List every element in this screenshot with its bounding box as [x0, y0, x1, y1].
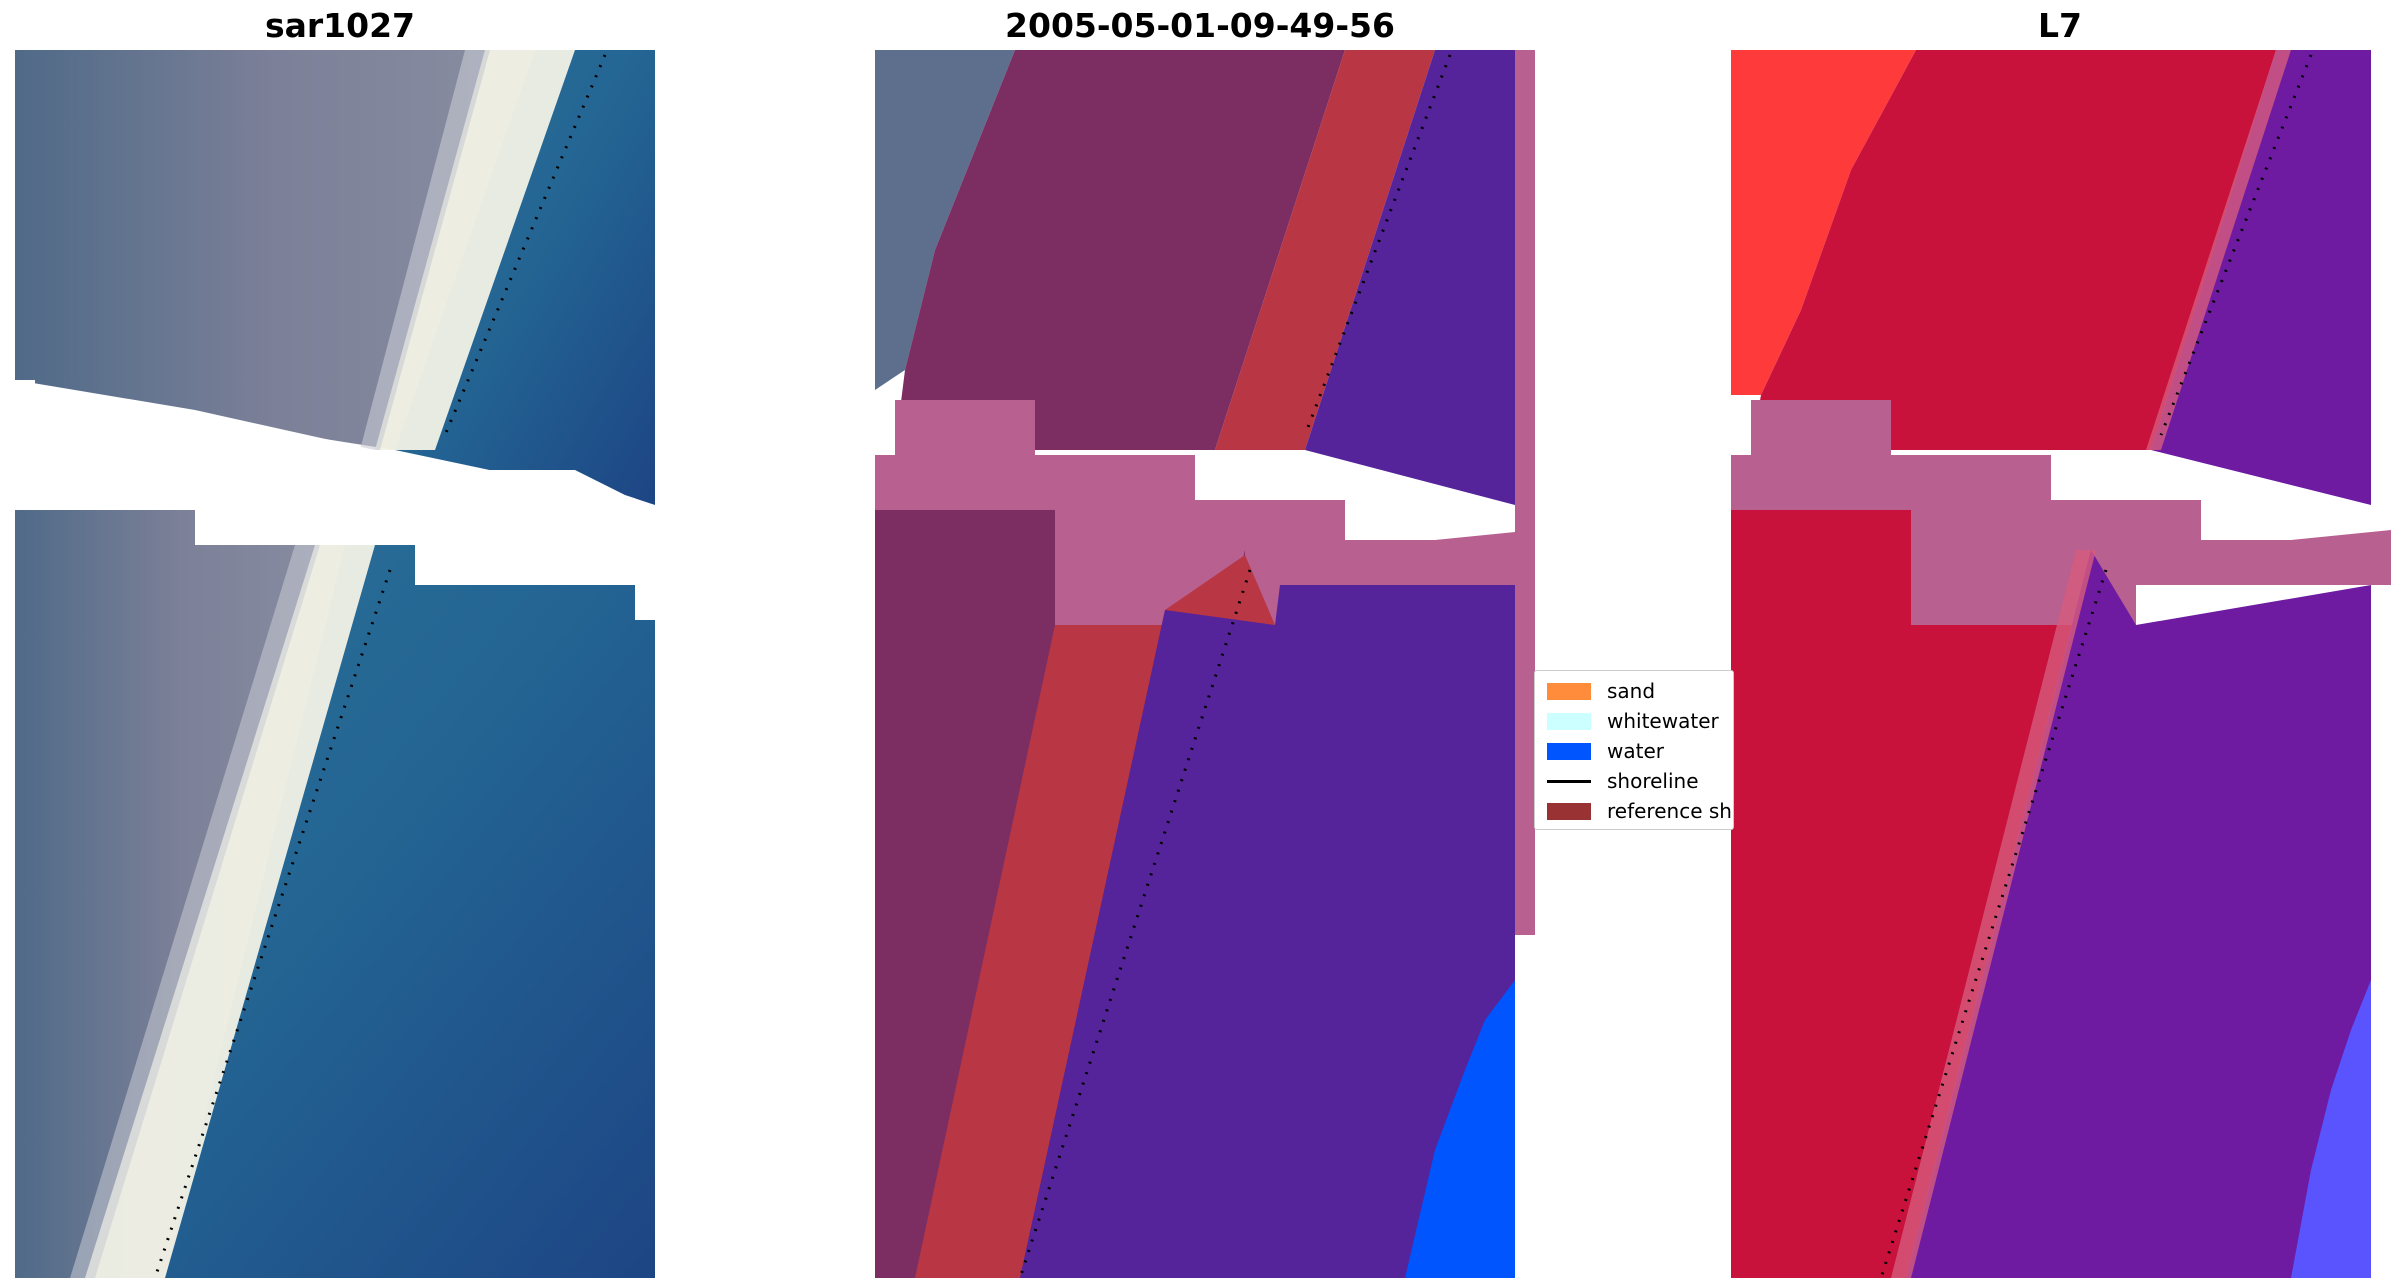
- legend-item-shoreline: shoreline: [1547, 769, 1699, 793]
- legend-item-water: water: [1547, 739, 1664, 763]
- rgb-satellite-image: [15, 50, 655, 1278]
- panel-title-rgb: sar1027: [264, 6, 416, 45]
- classification-image: [875, 50, 1535, 1278]
- shoreline-trace-top: [1303, 54, 1452, 436]
- panel-title-classification: 2005-05-01-09-49-56: [1005, 6, 1395, 45]
- legend-label: whitewater: [1607, 709, 1719, 733]
- shoreline-swatch: [1547, 779, 1591, 783]
- legend-label: sand: [1607, 679, 1656, 703]
- legend-item-whitewater: whitewater: [1547, 709, 1719, 733]
- sand-swatch: [1547, 682, 1591, 700]
- legend-item-reference-shoreline: reference shoreline: [1547, 799, 1733, 823]
- whitewater-swatch: [1547, 712, 1591, 730]
- water-swatch: [1547, 742, 1591, 760]
- panel-title-index: L7: [2038, 6, 2082, 45]
- index-image: [1731, 50, 2391, 1278]
- legend: sand whitewater water shoreline referenc…: [1534, 670, 1734, 830]
- legend-item-sand: sand: [1547, 679, 1655, 703]
- reference-shoreline-swatch: [1547, 802, 1591, 820]
- legend-label: water: [1607, 739, 1664, 763]
- legend-label: shoreline: [1607, 769, 1699, 793]
- legend-label: reference shoreline: [1607, 799, 1733, 823]
